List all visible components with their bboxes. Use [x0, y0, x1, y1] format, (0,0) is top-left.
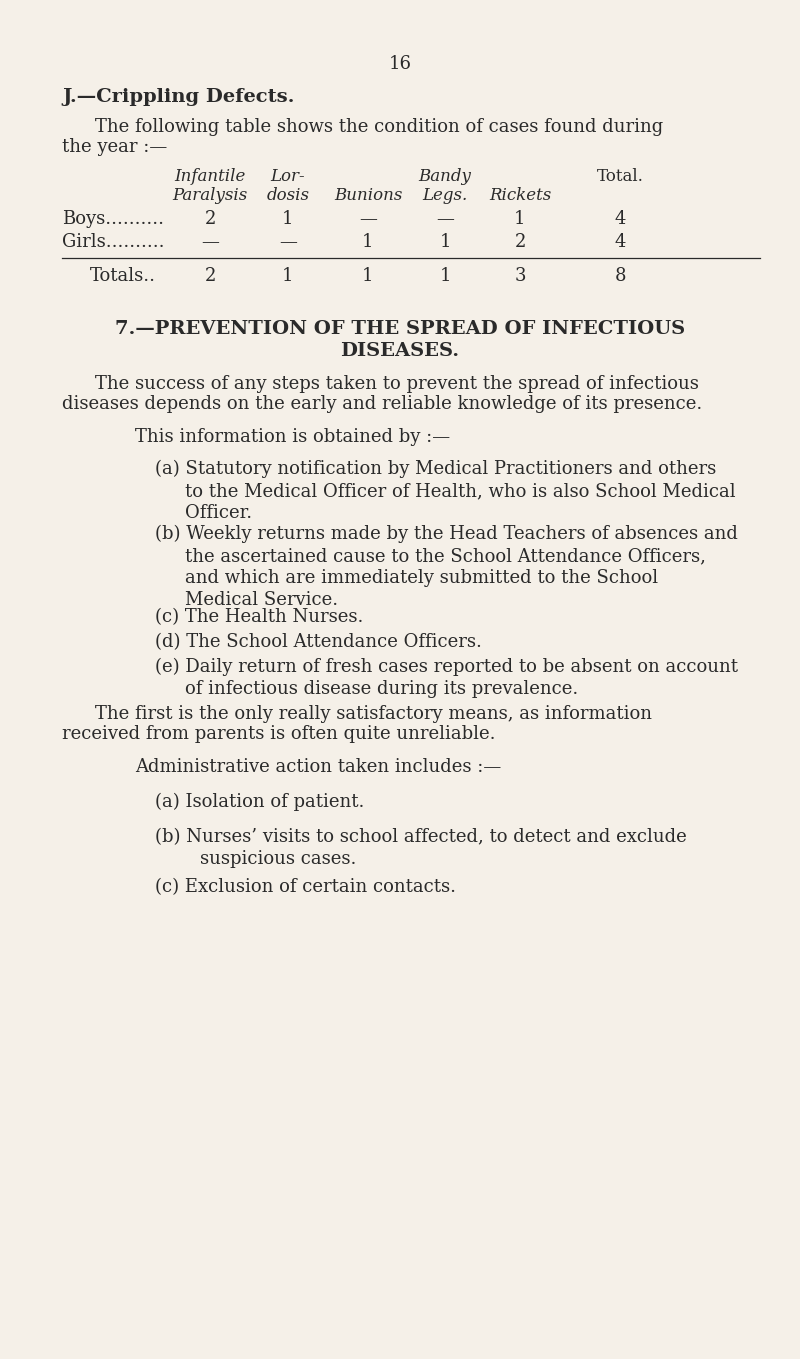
Text: Total.: Total. — [597, 169, 643, 185]
Text: 3: 3 — [514, 266, 526, 285]
Text: 2: 2 — [514, 232, 526, 251]
Text: 16: 16 — [389, 54, 411, 73]
Text: 1: 1 — [282, 211, 294, 228]
Text: 1: 1 — [514, 211, 526, 228]
Text: The success of any steps taken to prevent the spread of infectious: The success of any steps taken to preven… — [95, 375, 699, 393]
Text: of infectious disease during its prevalence.: of infectious disease during its prevale… — [185, 680, 578, 699]
Text: DISEASES.: DISEASES. — [341, 342, 459, 360]
Text: received from parents is often quite unreliable.: received from parents is often quite unr… — [62, 724, 495, 743]
Text: 1: 1 — [282, 266, 294, 285]
Text: Officer.: Officer. — [185, 504, 252, 522]
Text: the ascertained cause to the School Attendance Officers,: the ascertained cause to the School Atte… — [185, 548, 706, 565]
Text: (a) Isolation of patient.: (a) Isolation of patient. — [155, 794, 364, 811]
Text: (d) The School Attendance Officers.: (d) The School Attendance Officers. — [155, 633, 482, 651]
Text: Bandy: Bandy — [418, 169, 471, 185]
Text: (c) The Health Nurses.: (c) The Health Nurses. — [155, 607, 363, 626]
Text: 4: 4 — [614, 232, 626, 251]
Text: and which are immediately submitted to the School: and which are immediately submitted to t… — [185, 569, 658, 587]
Text: 2: 2 — [204, 211, 216, 228]
Text: (a) Statutory notification by Medical Practitioners and others: (a) Statutory notification by Medical Pr… — [155, 459, 716, 478]
Text: 4: 4 — [614, 211, 626, 228]
Text: Boys..........: Boys.......... — [62, 211, 164, 228]
Text: (b) Weekly returns made by the Head Teachers of absences and: (b) Weekly returns made by the Head Teac… — [155, 525, 738, 544]
Text: Lor-: Lor- — [270, 169, 306, 185]
Text: to the Medical Officer of Health, who is also School Medical: to the Medical Officer of Health, who is… — [185, 482, 736, 500]
Text: Medical Service.: Medical Service. — [185, 591, 338, 609]
Text: J.—Crippling Defects.: J.—Crippling Defects. — [62, 88, 294, 106]
Text: 1: 1 — [362, 232, 374, 251]
Text: 8: 8 — [614, 266, 626, 285]
Text: Bunions: Bunions — [334, 188, 402, 204]
Text: 2: 2 — [204, 266, 216, 285]
Text: Girls..........: Girls.......... — [62, 232, 165, 251]
Text: —: — — [201, 232, 219, 251]
Text: Legs.: Legs. — [422, 188, 468, 204]
Text: diseases depends on the early and reliable knowledge of its presence.: diseases depends on the early and reliab… — [62, 395, 702, 413]
Text: dosis: dosis — [266, 188, 310, 204]
Text: Administrative action taken includes :—: Administrative action taken includes :— — [135, 758, 502, 776]
Text: 1: 1 — [362, 266, 374, 285]
Text: —: — — [359, 211, 377, 228]
Text: 1: 1 — [439, 232, 450, 251]
Text: The first is the only really satisfactory means, as information: The first is the only really satisfactor… — [95, 705, 652, 723]
Text: (b) Nurses’ visits to school affected, to detect and exclude: (b) Nurses’ visits to school affected, t… — [155, 828, 686, 847]
Text: —: — — [279, 232, 297, 251]
Text: —: — — [436, 211, 454, 228]
Text: 1: 1 — [439, 266, 450, 285]
Text: (e) Daily return of fresh cases reported to be absent on account: (e) Daily return of fresh cases reported… — [155, 658, 738, 677]
Text: suspicious cases.: suspicious cases. — [200, 849, 356, 868]
Text: Paralysis: Paralysis — [172, 188, 248, 204]
Text: Totals..: Totals.. — [90, 266, 156, 285]
Text: 7.—PREVENTION OF THE SPREAD OF INFECTIOUS: 7.—PREVENTION OF THE SPREAD OF INFECTIOU… — [115, 319, 685, 338]
Text: Infantile: Infantile — [174, 169, 246, 185]
Text: This information is obtained by :—: This information is obtained by :— — [135, 428, 450, 446]
Text: The following table shows the condition of cases found during: The following table shows the condition … — [95, 118, 663, 136]
Text: Rickets: Rickets — [489, 188, 551, 204]
Text: the year :—: the year :— — [62, 139, 167, 156]
Text: (c) Exclusion of certain contacts.: (c) Exclusion of certain contacts. — [155, 878, 456, 896]
